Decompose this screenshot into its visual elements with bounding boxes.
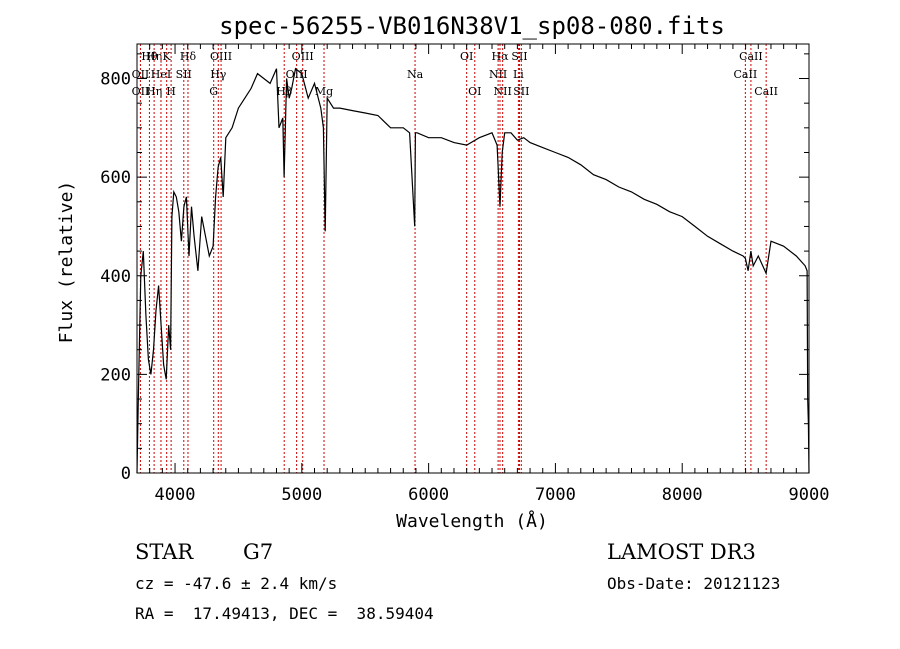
y-tick-label: 800: [100, 70, 131, 90]
y-axis-label: Flux (relative): [56, 181, 77, 344]
x-tick-label: 4000: [155, 485, 196, 505]
x-tick-label: 8000: [662, 485, 703, 505]
marker-label: NII: [489, 68, 507, 81]
spectrum-line: [136, 67, 810, 474]
marker-label: OI: [468, 85, 481, 98]
x-tick-label: 7000: [535, 485, 576, 505]
marker-label: Hγ: [210, 68, 227, 81]
marker-label: OI: [460, 50, 473, 63]
velocity-readout: cz = -47.6 ± 2.4 km/s: [135, 574, 338, 593]
marker-label: OIII: [210, 50, 232, 63]
marker-label: OII: [132, 68, 150, 81]
object-type: STAR: [135, 540, 194, 564]
marker-label: G: [209, 85, 218, 98]
marker-label: Hα: [491, 50, 509, 63]
survey-label: LAMOST DR3: [607, 540, 756, 564]
plot-frame: [136, 43, 810, 474]
obs-date: Obs-Date: 20121123: [607, 574, 781, 593]
y-tick-label: 400: [100, 267, 131, 287]
spectral-subclass: G7: [243, 540, 274, 564]
marker-label: H: [166, 85, 176, 98]
marker-label: CaII: [754, 85, 778, 98]
marker-label: Hη: [146, 85, 162, 98]
x-axis-label: Wavelength (Å): [396, 510, 548, 532]
y-tick-label: 0: [121, 464, 131, 484]
marker-label: K: [163, 50, 172, 63]
marker-label: Na: [407, 68, 424, 81]
x-tick-label: 5000: [281, 485, 322, 505]
marker-label: OII: [132, 85, 150, 98]
marker-label: Hδ: [180, 50, 197, 63]
marker-label: HeI: [151, 68, 171, 81]
chart-title: spec-56255-VB016N38V1_sp08-080.fits: [219, 12, 725, 40]
marker-label: SII: [511, 50, 527, 63]
coordinates: RA = 17.49413, DEC = 38.59404: [135, 604, 434, 623]
y-tick-label: 600: [100, 168, 131, 188]
marker-label: SII: [513, 85, 529, 98]
axis-ticks: 4000 5000 6000 7000 8000 9000 0 200 400 600 800: [100, 44, 829, 505]
marker-label: SII: [176, 68, 192, 81]
marker-label: OIII: [292, 50, 314, 63]
marker-label: CaII: [734, 68, 758, 81]
marker-label: Li: [513, 68, 524, 81]
y-tick-label: 200: [100, 365, 131, 385]
marker-label: OIII: [286, 68, 308, 81]
marker-label: NII: [494, 85, 512, 98]
x-tick-label: 9000: [789, 485, 830, 505]
marker-label: Hη: [146, 50, 162, 63]
marker-label: Mg: [315, 85, 333, 98]
marker-label: CaII: [739, 50, 763, 63]
x-tick-label: 6000: [408, 485, 449, 505]
